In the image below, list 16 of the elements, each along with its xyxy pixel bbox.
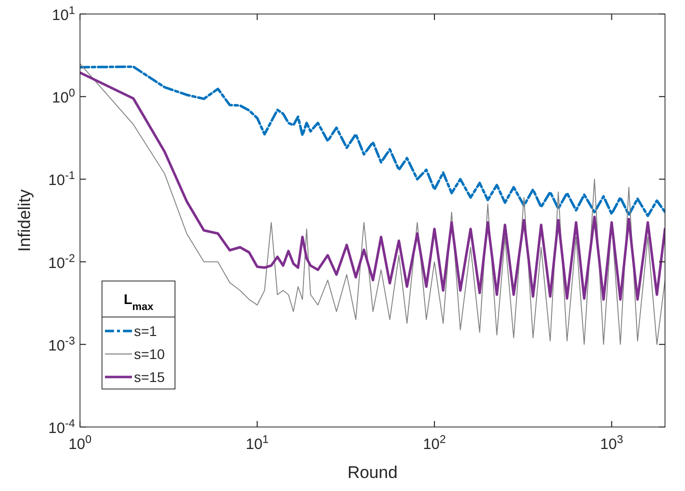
y-tick-label: 10$^{1}$ <box>52 5 75 24</box>
x-tick-label: 10$^{0}$ <box>68 434 92 453</box>
legend-title: L$_{max}$ <box>124 291 154 313</box>
y-tick-label: 10$^{0}$ <box>52 88 75 107</box>
y-tick-label: 10$^{-1}$ <box>48 170 75 190</box>
y-tick-label: 10$^{-4}$ <box>48 418 75 437</box>
legend-label: s=1 <box>134 323 158 339</box>
legend-label: s=10 <box>134 346 165 362</box>
x-axis-title: Round <box>347 463 398 482</box>
y-tick-label: 10$^{-2}$ <box>48 252 75 272</box>
y-tick-label: 10$^{-3}$ <box>48 335 75 354</box>
y-axis-title: Infidelity <box>15 188 34 252</box>
x-tick-label: 10$^{3}$ <box>600 434 624 453</box>
x-tick-label: 10$^{1}$ <box>246 434 269 453</box>
x-tick-label: 10$^{2}$ <box>422 434 446 453</box>
legend-label: s=15 <box>134 369 165 385</box>
